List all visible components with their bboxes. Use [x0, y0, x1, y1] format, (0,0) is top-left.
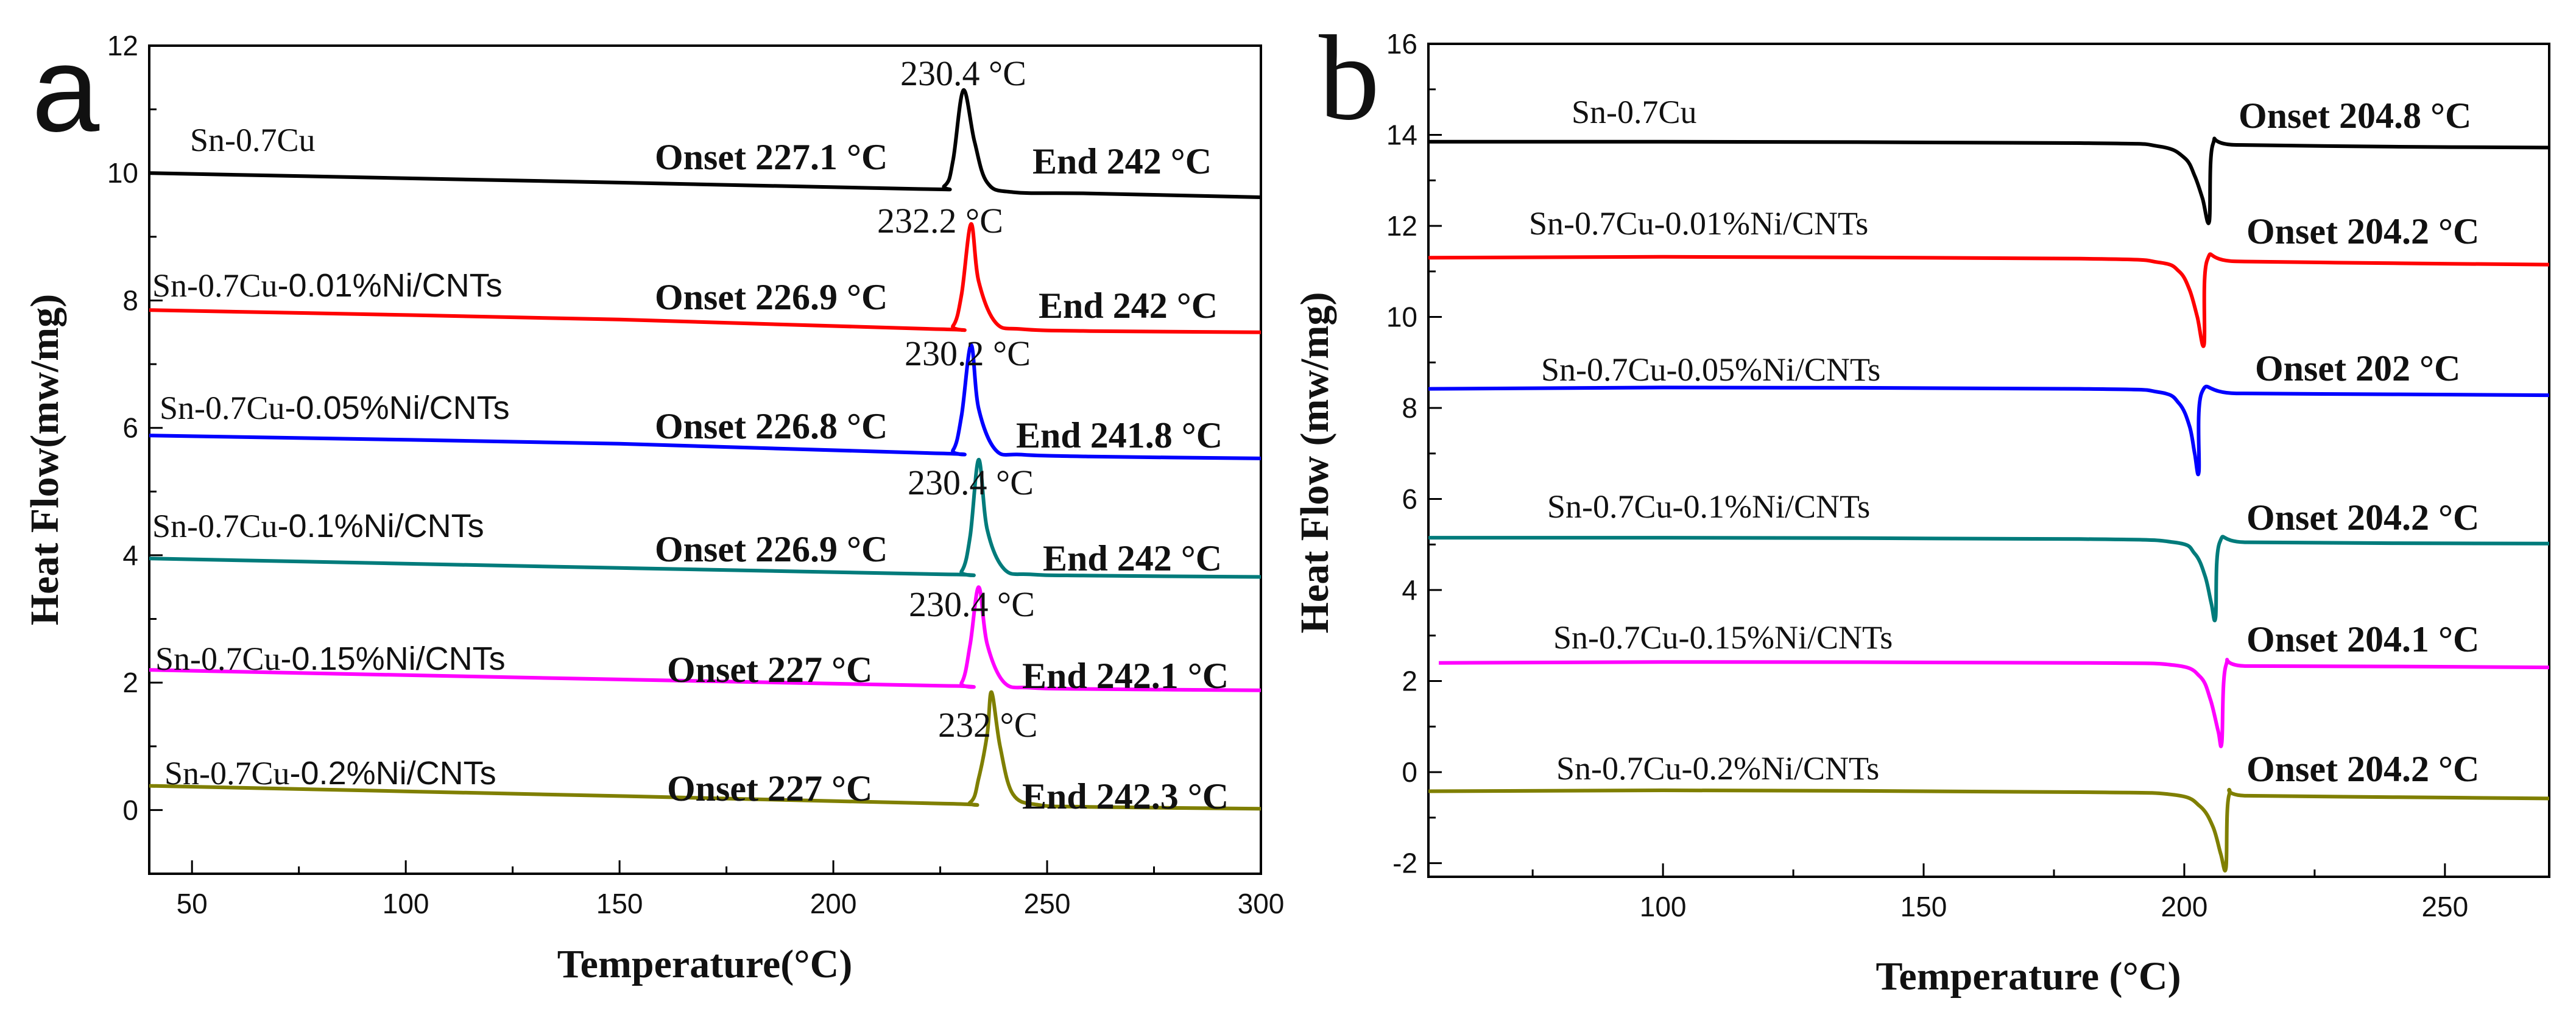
b-onset-label-5: Onset 204.2 °C — [2246, 749, 2479, 789]
a-series-line-5 — [149, 690, 1262, 811]
a-y-tick-label-1: 2 — [122, 667, 138, 698]
a-series-label-0: Sn-0.7Cu — [190, 122, 316, 158]
panel-b: b 100 150 200 250 -2 0 2 4 6 8 10 12 14 16 Heat Flow … — [1293, 11, 2550, 999]
a-series-label-1: Sn-0.7Cu-0.01%Ni/CNTs — [152, 267, 503, 304]
a-end-label-2: End 241.8 °C — [1016, 415, 1223, 455]
a-series-label-3: Sn-0.7Cu-0.1%Ni/CNTs — [152, 508, 484, 544]
a-y-tick-label-5: 10 — [107, 157, 138, 189]
b-y-tick-label-5: 8 — [1402, 392, 1417, 424]
a-x-tick-label-1: 100 — [383, 888, 429, 919]
b-series-line-0 — [1428, 136, 2550, 225]
a-end-label-5: End 242.3 °C — [1022, 776, 1229, 817]
a-series-label-5-suffix: -0.2%Ni/CNTs — [290, 755, 496, 792]
panel-a-plot-frame — [148, 44, 1262, 875]
a-series-line-1 — [149, 222, 1262, 334]
b-onset-label-1: Onset 204.2 °C — [2246, 211, 2479, 251]
b-y-tick-label-7: 12 — [1386, 210, 1417, 242]
a-series-line-4 — [149, 585, 1262, 692]
a-series-label-4: Sn-0.7Cu-0.15%Ni/CNTs — [155, 641, 506, 677]
a-x-tick-label-4: 250 — [1024, 888, 1071, 919]
b-x-tick-label-2: 200 — [2161, 891, 2208, 922]
a-peak-label-0: 230.4 °C — [900, 54, 1026, 93]
a-peak-label-3: 230.4 °C — [908, 463, 1034, 502]
panel-b-x-axis-title: Temperature (°C) — [1876, 954, 2181, 999]
b-series-label-4: Sn-0.7Cu-0.15%Ni/CNTs — [1553, 619, 1893, 656]
a-peak-label-2: 230.2 °C — [905, 334, 1031, 373]
b-y-tick-label-0: -2 — [1392, 848, 1417, 879]
a-end-label-1: End 242 °C — [1039, 286, 1218, 326]
a-series-line-3 — [149, 457, 1262, 579]
a-peak-label-5: 232 °C — [938, 705, 1037, 745]
a-y-tick-label-6: 12 — [107, 30, 138, 61]
b-y-tick-label-1: 0 — [1402, 756, 1417, 788]
b-y-tick-label-3: 4 — [1402, 574, 1417, 606]
panel-a: a 50 100 150 200 250 300 0 2 4 6 8 10 12 Heat Flow(m… — [23, 21, 1284, 986]
a-series-label-3-prefix: Sn-0.7Cu — [152, 508, 278, 544]
a-onset-label-2: Onset 226.8 °C — [655, 406, 887, 446]
a-y-tick-label-2: 4 — [122, 539, 138, 571]
a-onset-label-5: Onset 227 °C — [667, 768, 872, 809]
a-end-label-3: End 242 °C — [1043, 538, 1222, 578]
b-series-label-0: Sn-0.7Cu — [1572, 94, 1697, 130]
b-x-tick-label-3: 250 — [2421, 891, 2468, 922]
a-y-tick-label-0: 0 — [122, 794, 138, 826]
a-onset-label-1: Onset 226.9 °C — [655, 277, 887, 317]
panel-a-letter: a — [32, 21, 100, 157]
a-end-label-0: End 242 °C — [1032, 141, 1212, 181]
a-series-label-5-prefix: Sn-0.7Cu — [164, 755, 290, 792]
b-y-tick-label-4: 6 — [1402, 483, 1417, 515]
a-onset-label-3: Onset 226.9 °C — [655, 529, 887, 569]
b-series-line-5 — [1428, 787, 2550, 873]
a-series-label-3-suffix: -0.1%Ni/CNTs — [278, 508, 484, 544]
a-peak-label-4: 230.4 °C — [909, 585, 1035, 624]
b-onset-label-4: Onset 204.1 °C — [2246, 619, 2479, 659]
panel-b-plot-frame — [1427, 43, 2550, 878]
b-series-line-1 — [1428, 252, 2550, 348]
b-series-label-3: Sn-0.7Cu-0.1%Ni/CNTs — [1547, 488, 1870, 525]
b-series-label-2: Sn-0.7Cu-0.05%Ni/CNTs — [1541, 351, 1880, 388]
b-onset-label-3: Onset 204.2 °C — [2246, 497, 2479, 538]
a-x-tick-label-0: 50 — [177, 888, 208, 919]
a-x-tick-label-5: 300 — [1238, 888, 1285, 919]
panel-a-y-axis-title: Heat Flow(mw/mg) — [23, 294, 67, 625]
b-y-tick-label-9: 16 — [1386, 28, 1417, 60]
a-series-label-2-prefix: Sn-0.7Cu — [160, 390, 285, 426]
a-y-tick-label-3: 6 — [122, 412, 138, 444]
b-series-label-1: Sn-0.7Cu-0.01%Ni/CNTs — [1529, 205, 1868, 242]
b-x-tick-label-1: 150 — [1900, 891, 1947, 922]
b-onset-label-0: Onset 204.8 °C — [2239, 96, 2471, 136]
b-y-tick-label-6: 10 — [1386, 301, 1417, 333]
b-y-tick-label-8: 14 — [1386, 119, 1417, 151]
b-series-line-3 — [1428, 535, 2550, 623]
a-peak-label-1: 232.2 °C — [877, 201, 1003, 241]
a-series-label-2: Sn-0.7Cu-0.05%Ni/CNTs — [160, 390, 510, 426]
b-series-line-2 — [1428, 384, 2550, 476]
a-series-label-4-prefix: Sn-0.7Cu — [155, 641, 281, 677]
a-end-label-4: End 242.1 °C — [1022, 656, 1229, 696]
b-onset-label-2: Onset 202 °C — [2255, 348, 2460, 388]
a-series-line-0 — [149, 88, 1262, 199]
b-x-tick-label-0: 100 — [1640, 891, 1687, 922]
a-onset-label-0: Onset 227.1 °C — [655, 137, 887, 177]
a-x-tick-label-2: 150 — [596, 888, 643, 919]
b-series-label-5: Sn-0.7Cu-0.2%Ni/CNTs — [1556, 750, 1879, 787]
panel-b-letter: b — [1319, 11, 1380, 146]
b-y-tick-label-2: 2 — [1402, 666, 1417, 697]
a-series-label-5: Sn-0.7Cu-0.2%Ni/CNTs — [164, 755, 496, 792]
a-y-tick-label-4: 8 — [122, 284, 138, 316]
panel-a-x-axis-title: Temperature(°C) — [557, 942, 853, 986]
a-series-label-1-prefix: Sn-0.7Cu — [152, 267, 278, 304]
a-series-label-1-suffix: -0.01%Ni/CNTs — [278, 267, 503, 304]
a-onset-label-4: Onset 227 °C — [667, 650, 872, 690]
a-series-line-2 — [149, 343, 1262, 460]
a-x-tick-label-3: 200 — [810, 888, 857, 919]
a-series-label-2-suffix: -0.05%Ni/CNTs — [285, 390, 510, 426]
a-series-label-4-suffix: -0.15%Ni/CNTs — [281, 641, 506, 677]
panel-b-y-axis-title: Heat Flow (mw/mg) — [1293, 292, 1337, 634]
b-series-line-4 — [1439, 658, 2550, 748]
